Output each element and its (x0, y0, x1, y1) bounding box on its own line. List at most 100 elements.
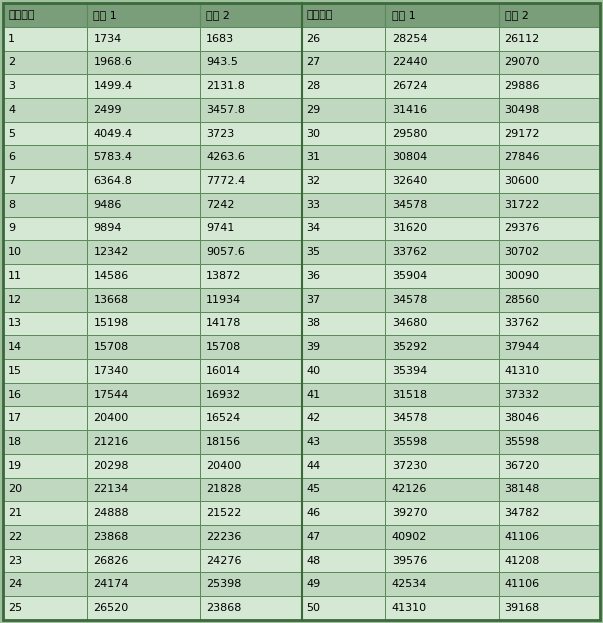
Text: 35394: 35394 (392, 366, 427, 376)
Bar (302, 121, 385, 145)
Text: 13: 13 (8, 318, 22, 328)
Bar (499, 478, 600, 502)
Bar (3, 335, 87, 359)
Bar (302, 525, 385, 549)
Text: 42: 42 (306, 413, 321, 423)
Bar (385, 596, 499, 620)
Text: 1: 1 (8, 34, 15, 44)
Bar (385, 98, 499, 121)
Bar (200, 478, 302, 502)
Bar (200, 454, 302, 478)
Bar (87, 264, 200, 288)
Text: 26: 26 (306, 34, 321, 44)
Bar (3, 312, 87, 335)
Bar (87, 430, 200, 454)
Bar (302, 573, 385, 596)
Bar (302, 549, 385, 573)
Text: 12342: 12342 (93, 247, 129, 257)
Text: 24276: 24276 (206, 556, 242, 566)
Bar (200, 288, 302, 312)
Text: 32640: 32640 (392, 176, 427, 186)
Text: 41: 41 (306, 389, 321, 399)
Text: 13668: 13668 (93, 295, 128, 305)
Text: 1968.6: 1968.6 (93, 57, 132, 67)
Bar (87, 240, 200, 264)
Bar (3, 193, 87, 217)
Bar (499, 264, 600, 288)
Text: 37230: 37230 (392, 460, 427, 471)
Text: 38046: 38046 (505, 413, 540, 423)
Text: 36: 36 (306, 271, 321, 281)
Text: 34680: 34680 (392, 318, 427, 328)
Bar (385, 74, 499, 98)
Bar (200, 430, 302, 454)
Bar (87, 193, 200, 217)
Text: 36720: 36720 (505, 460, 540, 471)
Bar (385, 525, 499, 549)
Bar (499, 549, 600, 573)
Bar (87, 478, 200, 502)
Text: 30600: 30600 (505, 176, 540, 186)
Text: 23868: 23868 (93, 532, 129, 542)
Bar (385, 217, 499, 240)
Bar (3, 240, 87, 264)
Bar (3, 478, 87, 502)
Text: 29376: 29376 (505, 224, 540, 234)
Text: 3457.8: 3457.8 (206, 105, 245, 115)
Bar (87, 383, 200, 406)
Text: 44: 44 (306, 460, 321, 471)
Text: 7242: 7242 (206, 200, 235, 210)
Bar (302, 98, 385, 121)
Bar (499, 74, 600, 98)
Text: 27846: 27846 (505, 152, 540, 163)
Text: 33: 33 (306, 200, 321, 210)
Text: 34578: 34578 (392, 413, 428, 423)
Bar (302, 383, 385, 406)
Bar (302, 27, 385, 50)
Text: 39: 39 (306, 342, 321, 352)
Text: 9741: 9741 (206, 224, 235, 234)
Text: 32: 32 (306, 176, 321, 186)
Bar (3, 50, 87, 74)
Text: 31620: 31620 (392, 224, 427, 234)
Bar (3, 74, 87, 98)
Text: 33762: 33762 (392, 247, 427, 257)
Text: 14178: 14178 (206, 318, 241, 328)
Text: 28: 28 (306, 81, 321, 91)
Bar (499, 312, 600, 335)
Text: 34578: 34578 (392, 200, 428, 210)
Bar (3, 121, 87, 145)
Text: 21522: 21522 (206, 508, 241, 518)
Text: 13872: 13872 (206, 271, 241, 281)
Bar (499, 145, 600, 169)
Text: 17: 17 (8, 413, 22, 423)
Text: 30804: 30804 (392, 152, 427, 163)
Bar (385, 193, 499, 217)
Text: 9486: 9486 (93, 200, 122, 210)
Text: 35598: 35598 (505, 437, 540, 447)
Text: 10: 10 (8, 247, 22, 257)
Bar (200, 240, 302, 264)
Bar (87, 121, 200, 145)
Bar (3, 596, 87, 620)
Bar (302, 596, 385, 620)
Text: 16932: 16932 (206, 389, 241, 399)
Bar (302, 430, 385, 454)
Text: 34782: 34782 (505, 508, 540, 518)
Bar (200, 502, 302, 525)
Text: 1499.4: 1499.4 (93, 81, 133, 91)
Bar (302, 217, 385, 240)
Bar (385, 383, 499, 406)
Bar (302, 50, 385, 74)
Bar (200, 145, 302, 169)
Text: 17544: 17544 (93, 389, 129, 399)
Text: 30702: 30702 (505, 247, 540, 257)
Bar (499, 502, 600, 525)
Bar (200, 312, 302, 335)
Bar (3, 502, 87, 525)
Text: 26112: 26112 (505, 34, 540, 44)
Text: 9894: 9894 (93, 224, 122, 234)
Text: 2131.8: 2131.8 (206, 81, 245, 91)
Bar (200, 217, 302, 240)
Bar (385, 288, 499, 312)
